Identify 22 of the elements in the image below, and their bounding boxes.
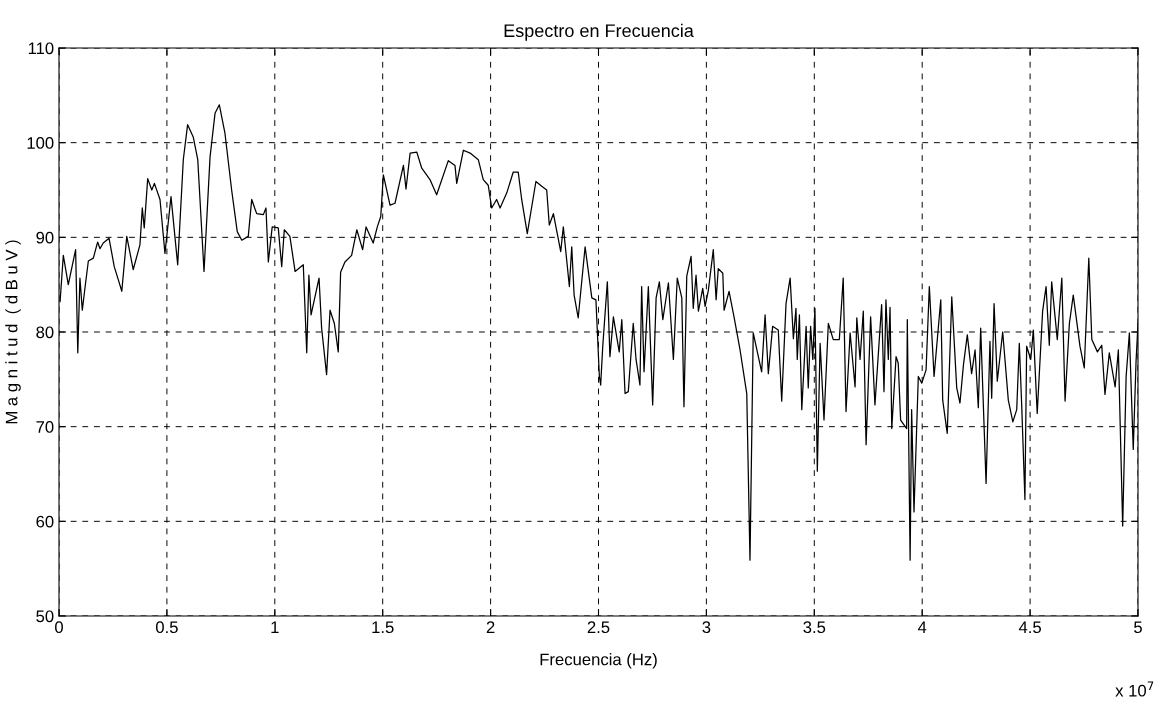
y-tick-label: 70: [36, 421, 54, 433]
x-tick-label: 0: [55, 621, 63, 634]
x-tick-label: 3: [702, 621, 711, 634]
y-tick-label: 110: [28, 42, 54, 55]
x-tick-label: 4: [917, 621, 927, 633]
chart-title: Espectro en Frecuencia: [504, 23, 694, 41]
x-tick-label: 1.5: [372, 621, 394, 634]
x-tick-label: 3.5: [803, 621, 826, 634]
x-tick-label: 2.5: [587, 621, 610, 634]
x-tick-label: 5: [1134, 621, 1142, 634]
y-tick-label: 90: [36, 231, 54, 244]
y-axis-title: M a g n i t u d ( d B u V ): [5, 240, 21, 424]
x-tick-label: 1: [271, 621, 279, 633]
text: x 10$^{7}$: [1115, 681, 1154, 697]
y-tick-label: 60: [36, 515, 54, 528]
x-tick-label: 2: [486, 621, 495, 633]
y-tick-label: 50: [36, 610, 54, 623]
y-tick-label: 80: [36, 326, 54, 339]
x-tick-label: 4.5: [1018, 621, 1041, 634]
x-tick-label: 0.5: [155, 621, 178, 634]
x-axis-title: Frecuencia (Hz): [540, 653, 657, 669]
y-tick-label: 100: [27, 137, 54, 149]
